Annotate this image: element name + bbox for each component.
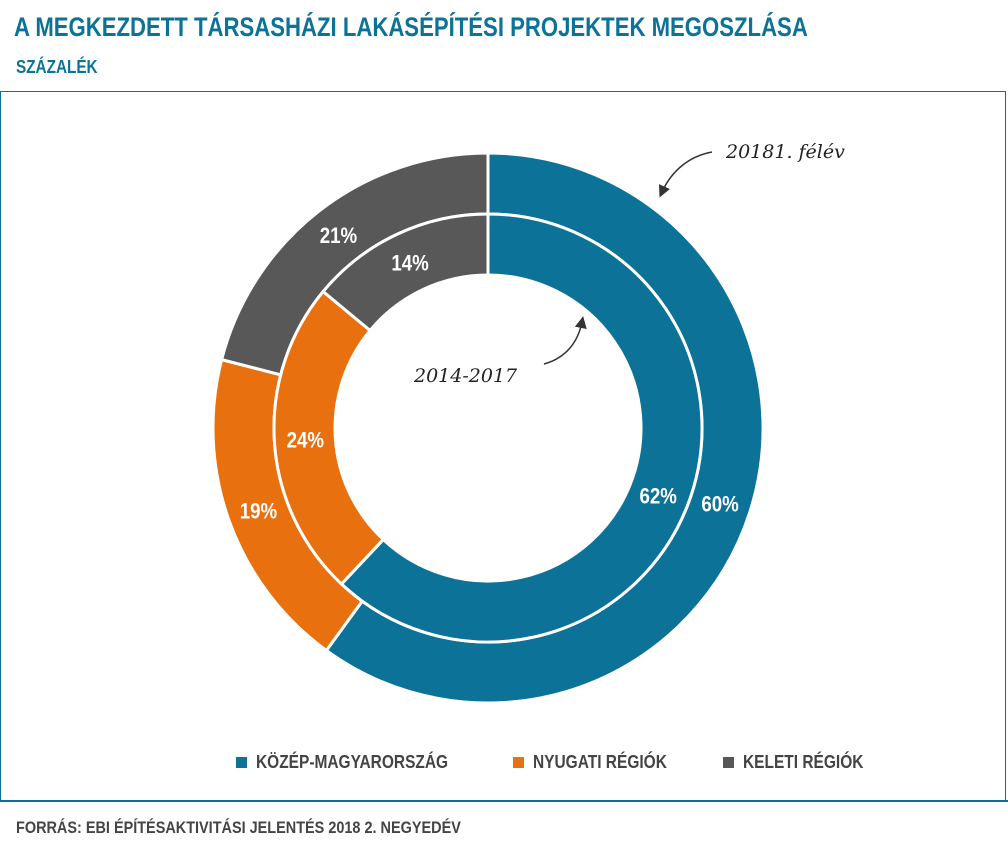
source-note: FORRÁS: EBI ÉPÍTÉSAKTIVITÁSI JELENTÉS 20… bbox=[16, 818, 461, 837]
chart-title: A MEGKEZDETT TÁRSASHÁZI LAKÁSÉPÍTÉSI PRO… bbox=[14, 12, 808, 42]
slice-labels: 60% 19% 21% 62% 24% 14% bbox=[240, 225, 739, 524]
legend-item-kozep-magyarorszag: KÖZÉP-MAGYARORSZÁG bbox=[236, 752, 479, 773]
outer-ring-annotation-arrow bbox=[659, 151, 713, 198]
inner-ring-annotation: 2014-2017 bbox=[413, 365, 518, 387]
inner-ring-annotation-arrow bbox=[543, 316, 587, 365]
outer-slice-label-0: 60% bbox=[701, 493, 738, 517]
legend-item-nyugati-regiok: NYUGATI RÉGIÓK bbox=[513, 752, 689, 773]
legend-label: NYUGATI RÉGIÓK bbox=[533, 751, 668, 772]
legend-label: KÖZÉP-MAGYARORSZÁG bbox=[256, 751, 449, 772]
inner-slice-label-1: 24% bbox=[287, 429, 324, 453]
outer-ring-annotation: 20181. félév bbox=[725, 141, 845, 163]
legend-label: KELETI RÉGIÓK bbox=[743, 751, 864, 772]
inner-ring bbox=[272, 212, 704, 644]
outer-slice-label-2: 21% bbox=[320, 225, 357, 249]
legend-swatch bbox=[723, 756, 735, 768]
chart-header: A MEGKEZDETT TÁRSASHÁZI LAKÁSÉPÍTÉSI PRO… bbox=[0, 0, 1008, 92]
outer-slice-label-1: 19% bbox=[240, 500, 277, 524]
legend-swatch bbox=[513, 756, 525, 768]
legend: KÖZÉP-MAGYARORSZÁG NYUGATI RÉGIÓK KELETI… bbox=[236, 750, 917, 774]
footer-divider bbox=[0, 800, 1008, 802]
inner-slice-0 bbox=[339, 212, 704, 644]
chart-subtitle: SZÁZALÉK bbox=[16, 57, 98, 77]
legend-item-keleti-regiok: KELETI RÉGIÓK bbox=[723, 752, 883, 773]
inner-slice-2 bbox=[320, 212, 490, 333]
inner-slice-label-2: 14% bbox=[391, 252, 428, 276]
inner-slice-label-0: 62% bbox=[639, 485, 676, 509]
legend-swatch bbox=[236, 756, 247, 768]
